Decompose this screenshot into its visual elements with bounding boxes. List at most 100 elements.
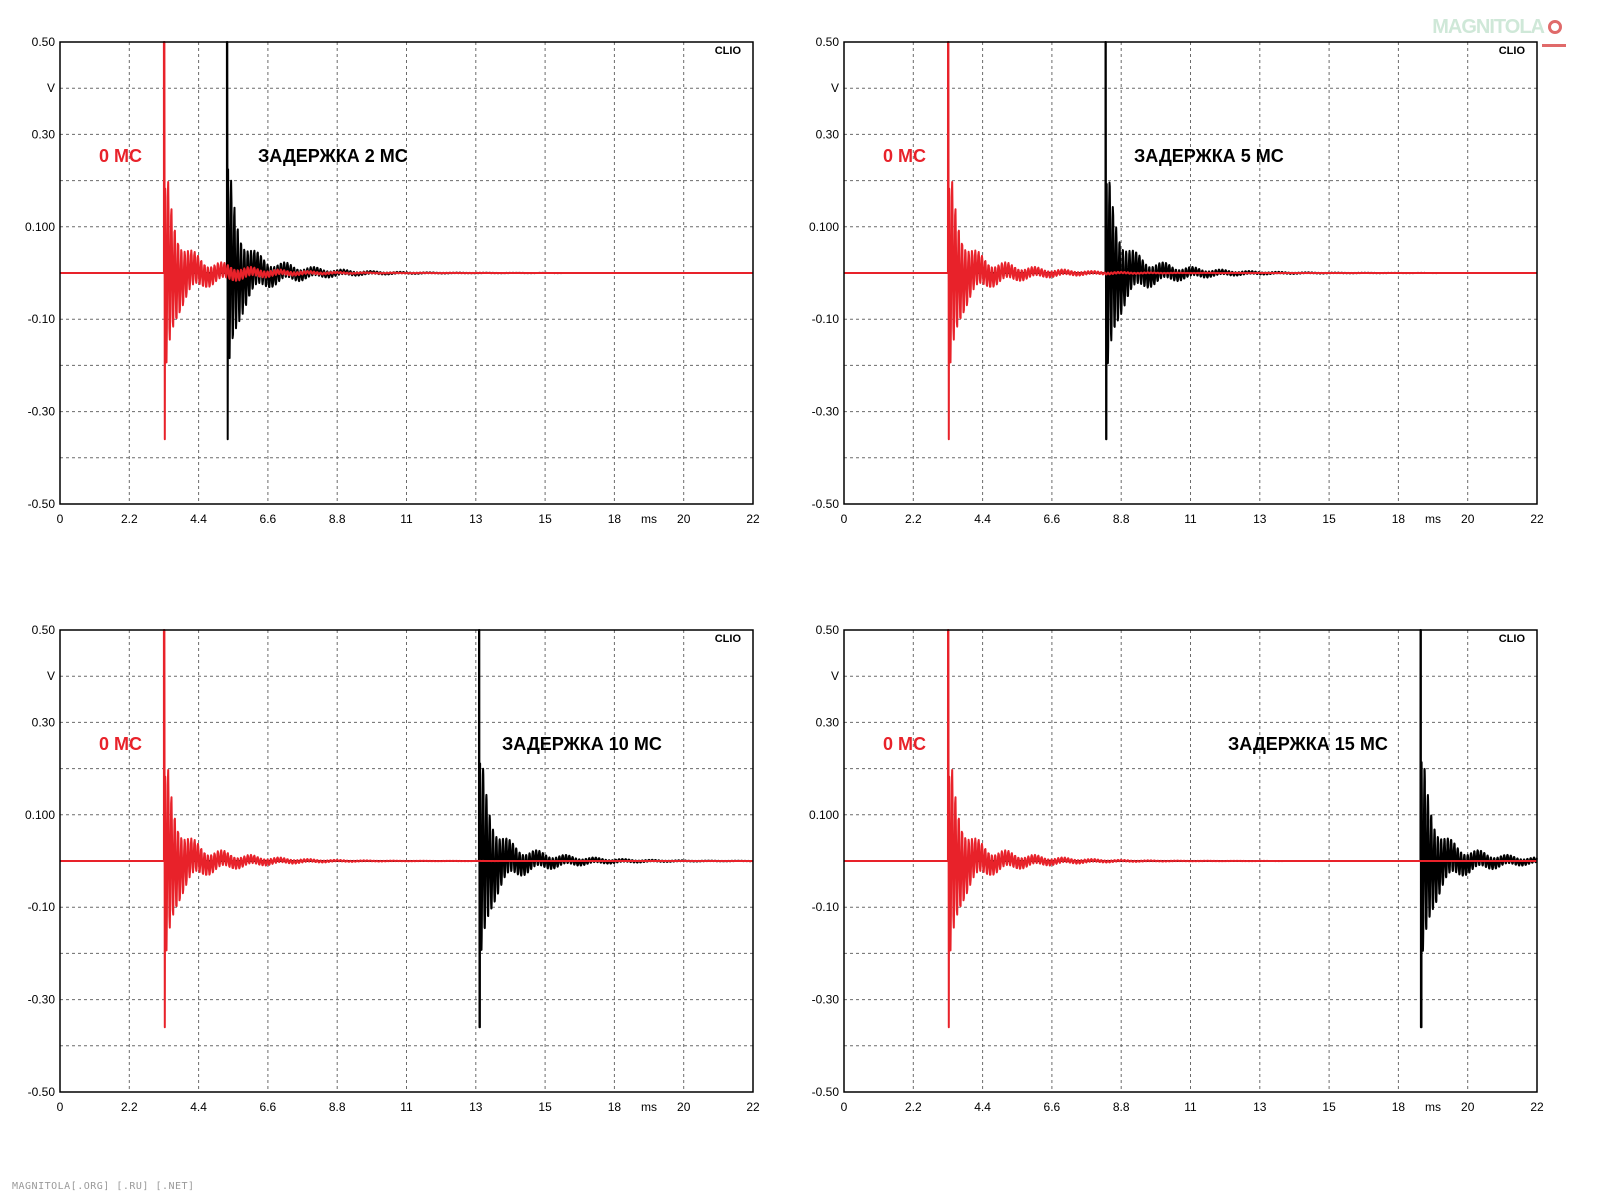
watermark-logo-bar <box>1542 44 1566 47</box>
x-tick-label: 18 <box>1392 1100 1406 1114</box>
x-tick-label: 8.8 <box>329 512 346 526</box>
x-tick-label: 20 <box>677 1100 691 1114</box>
delayed-series-line <box>844 629 1538 1029</box>
y-tick-label: V <box>831 81 839 95</box>
x-tick-label: 2.2 <box>905 1100 922 1114</box>
reference-label: 0 МС <box>883 734 926 754</box>
x-axis-unit: ms <box>1425 1100 1441 1114</box>
plot-frame <box>59 629 754 1093</box>
x-axis-unit: ms <box>1425 512 1441 526</box>
watermark-logo: MAGNITOLA <box>1432 16 1545 38</box>
y-tick-label: -0.30 <box>28 993 56 1007</box>
x-axis-unit: ms <box>641 512 657 526</box>
reference-series-line <box>844 629 1538 1029</box>
x-tick-label: 11 <box>1184 512 1197 526</box>
y-tick-label: V <box>47 669 55 683</box>
x-tick-label: 22 <box>1530 1100 1544 1114</box>
y-tick-label: -0.10 <box>28 900 56 914</box>
y-tick-label: -0.30 <box>812 993 840 1007</box>
y-tick-label: V <box>831 669 839 683</box>
chart-title: ЗАДЕРЖКА 10 МС <box>502 734 662 754</box>
x-tick-label: 22 <box>1530 512 1544 526</box>
y-tick-label: 0.100 <box>25 808 55 822</box>
x-tick-label: 2.2 <box>121 1100 138 1114</box>
reference-series-line <box>60 629 754 1029</box>
x-tick-label: 0 <box>57 512 64 526</box>
x-tick-label: 20 <box>1461 512 1475 526</box>
chart-panel: 0.50 V 0.30 0.100 -0.10 -0.30 -0.500 2.2 4.4 6.6 8… <box>809 623 1544 1114</box>
x-tick-label: 2.2 <box>121 512 138 526</box>
x-tick-label: 11 <box>1184 1100 1197 1114</box>
chart-title: ЗАДЕРЖКА 15 МС <box>1228 734 1388 754</box>
watermark-logo-icon <box>1548 20 1562 34</box>
x-tick-label: 4.4 <box>190 512 207 526</box>
y-tick-label: 0.30 <box>816 715 840 729</box>
chart-panel: 0.50 V 0.30 0.100 -0.10 -0.30 -0.500 2.2 4.4 6.6 8… <box>25 623 760 1114</box>
x-tick-label: 4.4 <box>974 1100 991 1114</box>
x-axis-unit: ms <box>641 1100 657 1114</box>
x-tick-label: 11 <box>400 512 413 526</box>
y-tick-label: 0.50 <box>816 623 840 637</box>
y-tick-label: 0.30 <box>32 127 56 141</box>
x-tick-label: 13 <box>1253 512 1267 526</box>
y-tick-label: -0.10 <box>812 900 840 914</box>
x-tick-label: 22 <box>746 512 760 526</box>
plot-frame <box>843 629 1538 1093</box>
x-tick-label: 0 <box>841 1100 848 1114</box>
x-tick-label: 8.8 <box>329 1100 346 1114</box>
chart-title: ЗАДЕРЖКА 5 МС <box>1134 146 1284 166</box>
x-tick-label: 13 <box>469 512 483 526</box>
x-tick-label: 6.6 <box>1044 1100 1061 1114</box>
chart-panel: 0.50 V 0.30 0.100 -0.10 -0.30 -0.500 2.2 4.4 6.6 8… <box>25 35 760 526</box>
y-tick-label: 0.50 <box>816 35 840 49</box>
y-tick-label: -0.30 <box>28 405 56 419</box>
plot-frame <box>843 41 1538 505</box>
y-tick-label: -0.50 <box>812 497 840 511</box>
y-tick-label: 0.100 <box>809 808 839 822</box>
y-tick-label: 0.50 <box>32 623 56 637</box>
x-tick-label: 15 <box>1322 1100 1336 1114</box>
x-tick-label: 18 <box>608 512 622 526</box>
chart-title: ЗАДЕРЖКА 2 МС <box>258 146 408 166</box>
y-tick-label: -0.50 <box>812 1085 840 1099</box>
x-tick-label: 0 <box>57 1100 64 1114</box>
x-tick-label: 22 <box>746 1100 760 1114</box>
x-tick-label: 15 <box>538 512 552 526</box>
x-tick-label: 4.4 <box>190 1100 207 1114</box>
y-tick-label: -0.30 <box>812 405 840 419</box>
x-tick-label: 20 <box>1461 1100 1475 1114</box>
x-tick-label: 15 <box>538 1100 552 1114</box>
y-tick-label: V <box>47 81 55 95</box>
y-tick-label: 0.100 <box>25 220 55 234</box>
plot-frame <box>59 41 754 505</box>
x-tick-label: 13 <box>1253 1100 1267 1114</box>
reference-series-line <box>60 41 754 441</box>
x-tick-label: 18 <box>1392 512 1406 526</box>
brand-label: CLIO <box>1499 45 1526 57</box>
x-tick-label: 6.6 <box>260 512 277 526</box>
y-tick-label: 0.30 <box>32 715 56 729</box>
x-tick-label: 18 <box>608 1100 622 1114</box>
brand-label: CLIO <box>715 633 742 645</box>
chart-panel: 0.50 V 0.30 0.100 -0.10 -0.30 -0.500 2.2 4.4 6.6 8… <box>809 35 1544 526</box>
brand-label: CLIO <box>1499 633 1526 645</box>
y-tick-label: 0.30 <box>816 127 840 141</box>
y-tick-label: -0.10 <box>28 312 56 326</box>
watermark-text: MAGNITOLA[.ORG] [.RU] [.NET] <box>12 1181 195 1192</box>
x-tick-label: 15 <box>1322 512 1336 526</box>
x-tick-label: 8.8 <box>1113 1100 1130 1114</box>
x-tick-label: 13 <box>469 1100 483 1114</box>
y-tick-label: 0.50 <box>32 35 56 49</box>
reference-label: 0 МС <box>99 146 142 166</box>
y-tick-label: -0.50 <box>28 1085 56 1099</box>
x-tick-label: 6.6 <box>1044 512 1061 526</box>
reference-label: 0 МС <box>883 146 926 166</box>
x-tick-label: 8.8 <box>1113 512 1130 526</box>
x-tick-label: 2.2 <box>905 512 922 526</box>
x-tick-label: 11 <box>400 1100 413 1114</box>
x-tick-label: 6.6 <box>260 1100 277 1114</box>
brand-label: CLIO <box>715 45 742 57</box>
y-tick-label: 0.100 <box>809 220 839 234</box>
y-tick-label: -0.10 <box>812 312 840 326</box>
